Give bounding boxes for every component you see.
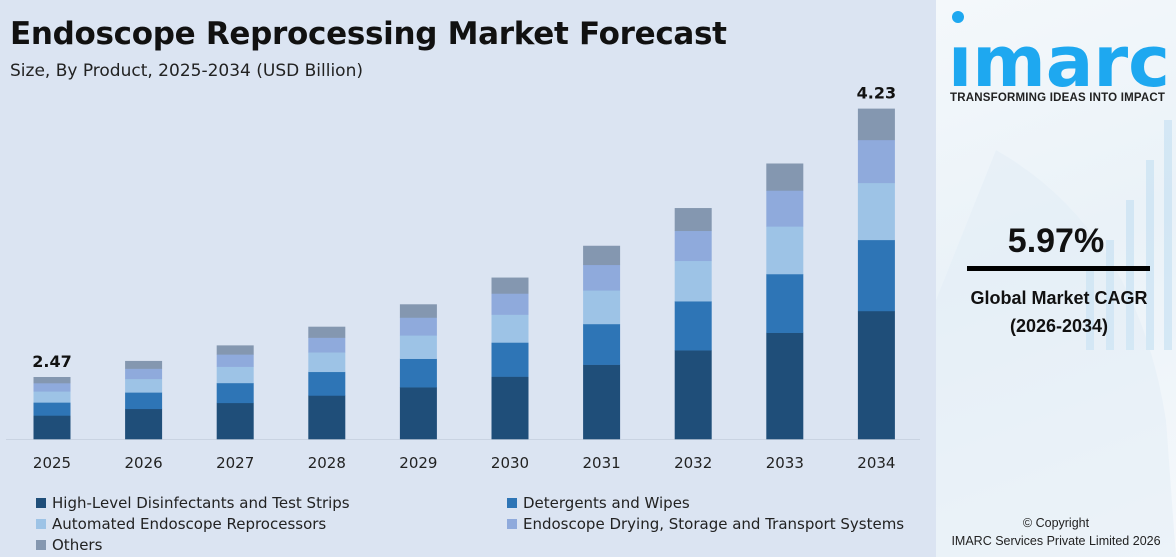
bar-segment xyxy=(491,277,529,294)
x-tick-label: 2027 xyxy=(216,454,254,472)
bar-segment xyxy=(308,371,346,396)
sidebar: ımarc TRANSFORMING IDEAS INTO IMPACT 5.9… xyxy=(936,0,1176,557)
legend-swatch xyxy=(36,519,46,529)
bar-segment xyxy=(766,226,804,275)
bar-segment xyxy=(33,383,71,392)
bar-segment xyxy=(125,378,163,393)
x-tick-label: 2032 xyxy=(674,454,712,472)
bar-segment xyxy=(399,335,437,359)
x-tick-label: 2026 xyxy=(125,454,163,472)
bar-segment xyxy=(216,402,254,440)
bar-segment xyxy=(399,358,437,388)
bar-segment xyxy=(308,326,346,338)
bar-segment xyxy=(583,364,621,440)
bar-segment xyxy=(491,293,529,315)
cagr-period: (2026-2034) xyxy=(1009,316,1109,336)
bar-segment xyxy=(857,310,895,440)
bar-segment xyxy=(33,402,71,416)
legend-label: Endoscope Drying, Storage and Transport … xyxy=(523,515,905,533)
bar-segment xyxy=(125,368,163,380)
bar-segment xyxy=(857,182,895,241)
chart-subtitle: Size, By Product, 2025-2034 (USD Billion… xyxy=(10,61,363,81)
bar-segment xyxy=(399,317,437,336)
bar-segment xyxy=(216,382,254,404)
stacked-bar-chart: 2025 2.47 2026 2027 2028 2029 2030 2031 2032 2033… xyxy=(6,84,920,472)
cagr-label: Global Market CAGR (2026-2034) xyxy=(936,284,1176,340)
cagr-value: 5.97% xyxy=(1007,222,1105,260)
background-graphic xyxy=(936,120,1176,557)
bar-segment xyxy=(216,354,254,367)
bar-segment xyxy=(125,360,163,369)
x-tick-label: 2034 xyxy=(857,454,895,472)
chart-panel: Endoscope Reprocessing Market Forecast S… xyxy=(6,16,920,554)
divider xyxy=(967,266,1150,271)
x-tick-label: 2033 xyxy=(766,454,804,472)
bar-segment xyxy=(857,239,895,312)
bar-segment xyxy=(125,408,163,440)
legend-swatch xyxy=(507,498,517,508)
bar-segment xyxy=(766,273,804,333)
x-tick-label: 2028 xyxy=(308,454,346,472)
bar-segment xyxy=(308,395,346,440)
x-tick-label: 2029 xyxy=(399,454,437,472)
bar-segment xyxy=(216,345,254,355)
data-label: 2.47 xyxy=(32,352,71,371)
legend-swatch xyxy=(36,540,46,550)
bar-segment xyxy=(857,139,895,184)
copyright-line: © Copyright xyxy=(1022,516,1090,530)
bar-segment xyxy=(583,264,621,291)
logo-tagline: TRANSFORMING IDEAS INTO IMPACT xyxy=(950,92,1166,104)
bar-segment xyxy=(766,163,804,191)
copyright-company: IMARC Services Private Limited 2026 xyxy=(951,534,1161,548)
legend-label: High-Level Disinfectants and Test Strips xyxy=(52,494,350,512)
bar-segment xyxy=(674,301,712,351)
legend-item: Detergents and Wipes xyxy=(507,494,690,512)
legend-swatch xyxy=(36,498,46,508)
legend-item: Others xyxy=(36,536,102,554)
bar-segment xyxy=(674,208,712,232)
legend-label: Detergents and Wipes xyxy=(523,494,690,512)
bar-segment xyxy=(125,392,163,410)
bar-segment xyxy=(766,332,804,440)
bar-segment xyxy=(491,314,529,343)
imarc-logo: ımarc xyxy=(948,11,1170,93)
bar-segment xyxy=(399,387,437,440)
bar-segment xyxy=(308,337,346,353)
x-tick-label: 2031 xyxy=(583,454,621,472)
copyright: © Copyright IMARC Services Private Limit… xyxy=(936,514,1176,550)
legend-item: Endoscope Drying, Storage and Transport … xyxy=(507,515,904,533)
data-label: 4.23 xyxy=(857,84,896,103)
legend-swatch xyxy=(507,519,517,529)
bar-segment xyxy=(583,290,621,325)
bar-segment xyxy=(583,323,621,365)
bar-segment xyxy=(216,366,254,384)
bar-segment xyxy=(399,304,437,318)
bar-segment xyxy=(674,350,712,440)
legend-label: Automated Endoscope Reprocessors xyxy=(52,515,327,533)
bar-segment xyxy=(857,108,895,141)
bar-segment xyxy=(674,260,712,302)
bar-segment xyxy=(33,415,71,440)
bar-segment xyxy=(491,376,529,440)
chart-title: Endoscope Reprocessing Market Forecast xyxy=(10,16,727,52)
bar-segment xyxy=(674,230,712,262)
legend-item: Automated Endoscope Reprocessors xyxy=(36,515,326,533)
cagr-label-text: Global Market CAGR xyxy=(970,288,1148,308)
bar-segment xyxy=(308,352,346,373)
bar-segment xyxy=(491,342,529,377)
bar-segment xyxy=(33,377,71,384)
x-tick-label: 2025 xyxy=(33,454,71,472)
x-tick-label: 2030 xyxy=(491,454,529,472)
bar-segment xyxy=(583,245,621,266)
bar-segment xyxy=(33,391,71,403)
bar-segment xyxy=(766,190,804,227)
legend-item: High-Level Disinfectants and Test Strips xyxy=(36,494,350,512)
legend-label: Others xyxy=(52,536,103,554)
svg-text:ımarc: ımarc xyxy=(948,21,1170,93)
